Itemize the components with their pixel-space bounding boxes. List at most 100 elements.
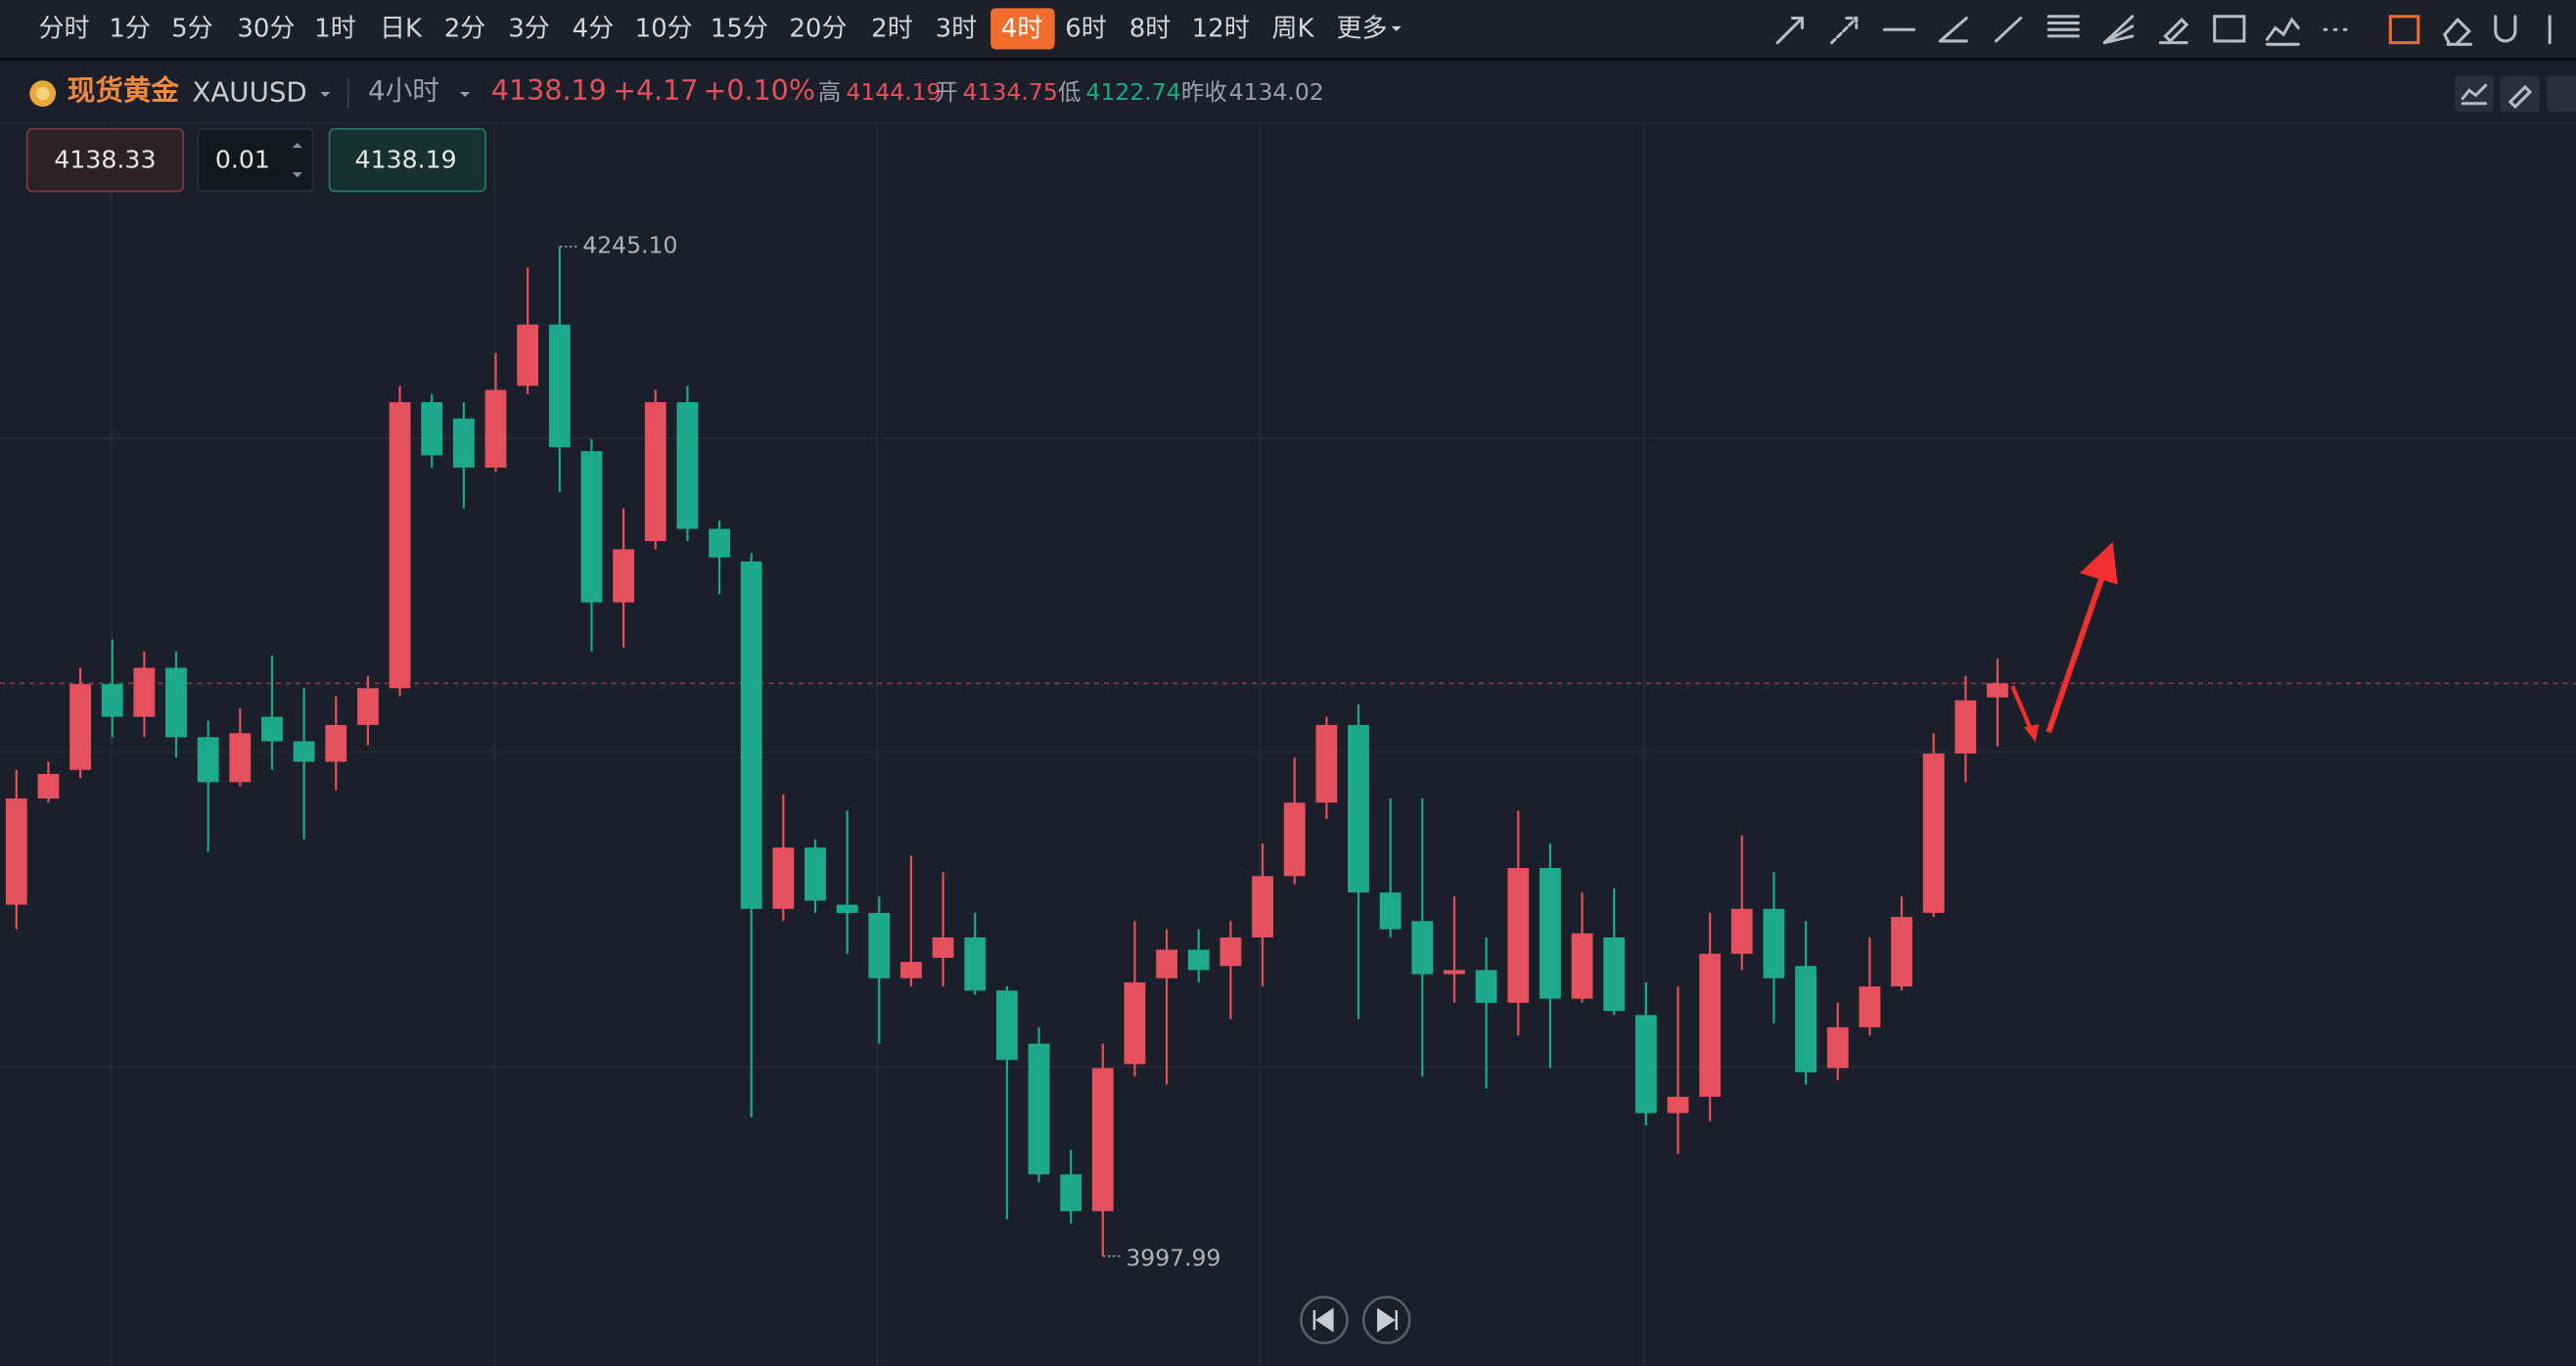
stat-value: 4134.02 bbox=[1229, 78, 1324, 106]
candle-body bbox=[805, 847, 826, 901]
symbol-code[interactable]: XAUUSD bbox=[192, 76, 306, 109]
tab[interactable]: 2时 bbox=[871, 15, 913, 44]
tab[interactable]: 日K bbox=[380, 15, 423, 44]
tab[interactable]: 2分 bbox=[444, 15, 486, 44]
candle-body bbox=[517, 324, 539, 387]
view-button[interactable] bbox=[2546, 75, 2576, 113]
candle-body bbox=[580, 451, 603, 603]
candle-body bbox=[900, 962, 922, 979]
tool-icon[interactable] bbox=[2213, 15, 2246, 43]
tab[interactable]: 4分 bbox=[573, 15, 615, 44]
candle-body bbox=[261, 716, 283, 742]
tab[interactable]: 1时 bbox=[314, 15, 356, 44]
candle-body bbox=[1124, 981, 1146, 1065]
candle-body bbox=[613, 549, 635, 603]
last-price: 4138.19 bbox=[491, 74, 607, 107]
candle-body bbox=[1283, 802, 1306, 877]
tab[interactable]: 3时 bbox=[936, 15, 978, 44]
candle-body bbox=[1348, 724, 1369, 893]
candle-body bbox=[1187, 949, 1210, 971]
buy-button[interactable] bbox=[328, 127, 486, 193]
tab[interactable]: 分时 bbox=[38, 15, 89, 44]
tool-icon[interactable] bbox=[2494, 15, 2517, 43]
extreme-label: 3997.99 bbox=[1126, 1245, 1220, 1272]
qty-input[interactable] bbox=[197, 127, 314, 193]
candle-body bbox=[325, 724, 347, 762]
buy-price: 4138.19 bbox=[355, 145, 457, 173]
candle-body bbox=[1826, 1026, 1849, 1069]
stat-value: 4134.75 bbox=[963, 78, 1058, 106]
candle-body bbox=[1219, 936, 1242, 967]
view-icon bbox=[2507, 84, 2533, 110]
candle-body bbox=[1859, 986, 1881, 1027]
candle-body bbox=[101, 684, 123, 717]
tab[interactable]: 12时 bbox=[1192, 15, 1250, 44]
candle-body bbox=[1699, 953, 1722, 1097]
tool-icon[interactable] bbox=[2265, 17, 2300, 46]
candle-body bbox=[1634, 1015, 1657, 1114]
candle-body bbox=[1763, 908, 1785, 979]
tool-icon[interactable] bbox=[1775, 16, 1804, 45]
arrow-head bbox=[2024, 723, 2040, 743]
tool-icon[interactable] bbox=[1938, 16, 1968, 43]
dropdown-caret bbox=[1391, 25, 1402, 31]
tool-icon[interactable] bbox=[2388, 15, 2420, 45]
tab[interactable]: 8时 bbox=[1129, 15, 1172, 44]
candle-body bbox=[1315, 724, 1338, 803]
qty: 0.01 bbox=[215, 145, 270, 173]
tab-active[interactable]: 4时 bbox=[1001, 15, 1043, 44]
candle-body bbox=[644, 402, 667, 541]
tab[interactable]: 1分 bbox=[109, 15, 151, 44]
tab[interactable]: 10分 bbox=[635, 15, 693, 44]
tab[interactable]: 5分 bbox=[171, 15, 213, 44]
symbol-name: 现货黄金 bbox=[68, 74, 180, 107]
stat-value: 4122.74 bbox=[1086, 78, 1181, 106]
candle-body bbox=[1987, 683, 2008, 698]
sell-price: 4138.33 bbox=[54, 145, 156, 173]
tool-icon[interactable] bbox=[2102, 15, 2135, 45]
tool-icon[interactable] bbox=[2158, 17, 2189, 45]
candle-body bbox=[964, 936, 987, 991]
candle-body bbox=[548, 324, 571, 447]
candle-body bbox=[452, 418, 475, 468]
stat-value: 4144.19 bbox=[846, 78, 941, 106]
candle-body bbox=[484, 389, 507, 468]
tool-icon[interactable] bbox=[1830, 16, 1859, 45]
candle-body bbox=[772, 847, 795, 909]
tool-icon[interactable] bbox=[1994, 16, 2023, 43]
candle-body bbox=[1379, 892, 1402, 930]
candle-body bbox=[1667, 1096, 1689, 1114]
view-tools bbox=[2454, 75, 2576, 113]
candle-body bbox=[1252, 876, 1273, 937]
candle-body bbox=[932, 936, 954, 958]
tab[interactable]: 周K bbox=[1272, 15, 1315, 44]
candles: 4245.10 3997.99 bbox=[0, 231, 2576, 1272]
candle-body bbox=[1028, 1043, 1050, 1175]
sell-button[interactable] bbox=[25, 127, 184, 193]
tab[interactable]: 15分 bbox=[711, 15, 768, 44]
tab[interactable]: 3分 bbox=[508, 15, 550, 44]
tool-icon[interactable] bbox=[2047, 15, 2080, 38]
candle-body bbox=[1795, 966, 1817, 1072]
tab[interactable]: 30分 bbox=[237, 15, 295, 44]
tab[interactable]: 6时 bbox=[1065, 15, 1107, 44]
tab[interactable]: 20分 bbox=[789, 15, 847, 44]
candle-body bbox=[1411, 921, 1434, 975]
change-pct: +0.10% bbox=[703, 74, 815, 107]
period[interactable]: 4小时 bbox=[368, 74, 439, 107]
arrow bbox=[2010, 685, 2033, 730]
dropdown-caret bbox=[460, 91, 471, 97]
candle-body bbox=[1955, 700, 1977, 754]
candle-body bbox=[740, 561, 762, 909]
prev-icon bbox=[1312, 1307, 1334, 1333]
tool-icon[interactable] bbox=[2442, 17, 2473, 46]
tab[interactable]: 更多 bbox=[1337, 15, 1388, 44]
stat-label: 低 bbox=[1058, 78, 1081, 106]
candle-body bbox=[357, 688, 379, 725]
candle-body bbox=[1539, 868, 1561, 999]
stat-label: 昨收 bbox=[1181, 78, 1227, 106]
candle-body bbox=[1156, 949, 1178, 979]
annotation-arrows bbox=[2010, 541, 2118, 743]
